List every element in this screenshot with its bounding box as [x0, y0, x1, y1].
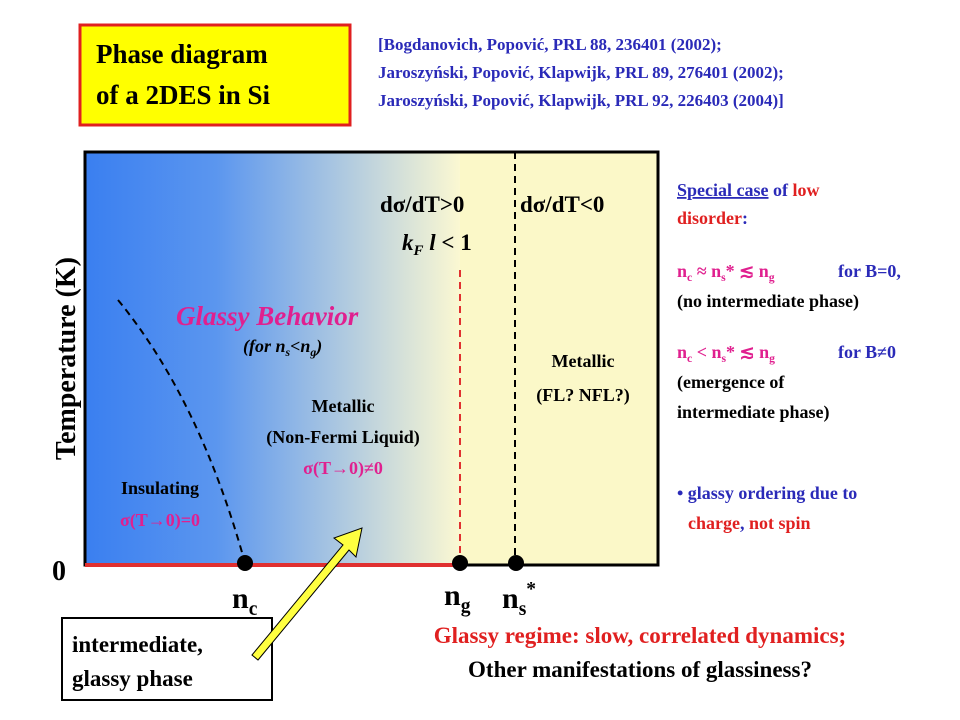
callout-box [61, 617, 273, 701]
text-part: not spin [749, 513, 811, 533]
callout-text: glassy phase [72, 666, 193, 691]
text-part: s [519, 599, 527, 620]
text-part: n [232, 582, 249, 615]
text-part: n [502, 582, 519, 615]
text-part: c [249, 599, 258, 620]
nc-point [237, 555, 253, 571]
text-part: (for n [243, 336, 286, 357]
text-part: k [402, 230, 414, 255]
title-box [78, 23, 352, 127]
bottom-note: Glassy regime: slow, correlated dynamics… [434, 623, 846, 648]
region-label: σ(T→0)≠0 [303, 458, 383, 479]
y-axis-label: Temperature (K) [51, 257, 82, 460]
glassy-note: (for ns<ng) [243, 336, 322, 359]
region-label: dσ/dT<0 [520, 192, 604, 217]
text-part: <n [290, 336, 310, 356]
text-part: < 1 [436, 230, 472, 255]
side-case: nc ≈ ns* ≲ ng for B=0, [677, 261, 901, 284]
text-part: g [769, 352, 775, 365]
text-part: n [444, 579, 461, 612]
region-label: kF l < 1 [402, 230, 472, 259]
glassy-region [85, 152, 460, 565]
metallic-region [460, 152, 658, 565]
text-part: charge [688, 513, 740, 533]
side-heading: disorder: [677, 208, 748, 228]
x-label: nc [232, 582, 258, 620]
x-label: ng [444, 579, 471, 617]
region-label: Metallic [312, 396, 375, 416]
title-line: Phase diagram [96, 39, 268, 69]
ng-point [452, 555, 468, 571]
text-part: g [769, 271, 775, 284]
references: [Bogdanovich, Popović, PRL 88, 236401 (2… [378, 35, 784, 110]
region-label: (Non-Fermi Liquid) [266, 427, 420, 448]
text-part: : [742, 208, 748, 228]
text-part: low [793, 180, 820, 200]
text-part: s [721, 271, 726, 284]
text-part: g [461, 596, 471, 617]
side-bullet: • glassy ordering due to [677, 483, 857, 503]
text-part: * [526, 579, 536, 600]
text-part: < n [692, 342, 721, 362]
text-part: , [740, 513, 749, 533]
text-part: * ≲ n [726, 261, 769, 281]
region-label: dσ/dT>0 [380, 192, 464, 217]
text-part: of [769, 180, 793, 200]
text-part: c [687, 271, 692, 284]
glassy-label: Glassy Behavior [176, 301, 359, 331]
text-part: s [721, 352, 726, 365]
side-case: nc < ns* ≲ ng for B≠0 [677, 342, 896, 365]
bottom-note: Other manifestations of glassiness? [468, 657, 812, 682]
region-label: (FL? NFL?) [536, 385, 630, 406]
callout-text: intermediate, [72, 632, 203, 657]
text-part: for B≠0 [838, 342, 896, 362]
side-case: (emergence of [677, 372, 785, 393]
text-part: c [687, 352, 692, 365]
region-label: Insulating [121, 478, 199, 498]
text-part: s [285, 346, 291, 359]
reference: Jaroszyński, Popović, Klapwijk, PRL 89, … [378, 63, 784, 82]
text-part: n [677, 342, 687, 362]
text-part: disorder [677, 208, 742, 228]
text-part: * ≲ n [726, 342, 769, 362]
reference: [Bogdanovich, Popović, PRL 88, 236401 (2… [378, 35, 722, 54]
region-label: Metallic [552, 351, 615, 371]
text-part: ) [314, 336, 322, 357]
nc-boundary [117, 299, 246, 564]
side-case: intermediate phase) [677, 402, 829, 423]
text-part: g [309, 346, 316, 359]
text-part: l [423, 230, 436, 255]
side-case: (no intermediate phase) [677, 291, 859, 312]
text-part: Special case [677, 180, 769, 200]
text-part: n [677, 261, 687, 281]
text-part: for B=0, [838, 261, 901, 281]
text-part: ≈ n [692, 261, 721, 281]
side-bullet: charge, not spin [688, 513, 811, 533]
text-part: F [413, 243, 424, 259]
side-heading: Special case of low [677, 180, 820, 200]
ns-point [508, 555, 524, 571]
title-line: of a 2DES in Si [96, 80, 271, 110]
reference: Jaroszyński, Popović, Klapwijk, PRL 92, … [378, 91, 784, 110]
origin-label: 0 [52, 556, 66, 587]
region-label: σ(T→0)=0 [120, 510, 200, 531]
x-label: ns* [502, 579, 536, 620]
callout-arrow [251, 527, 363, 661]
